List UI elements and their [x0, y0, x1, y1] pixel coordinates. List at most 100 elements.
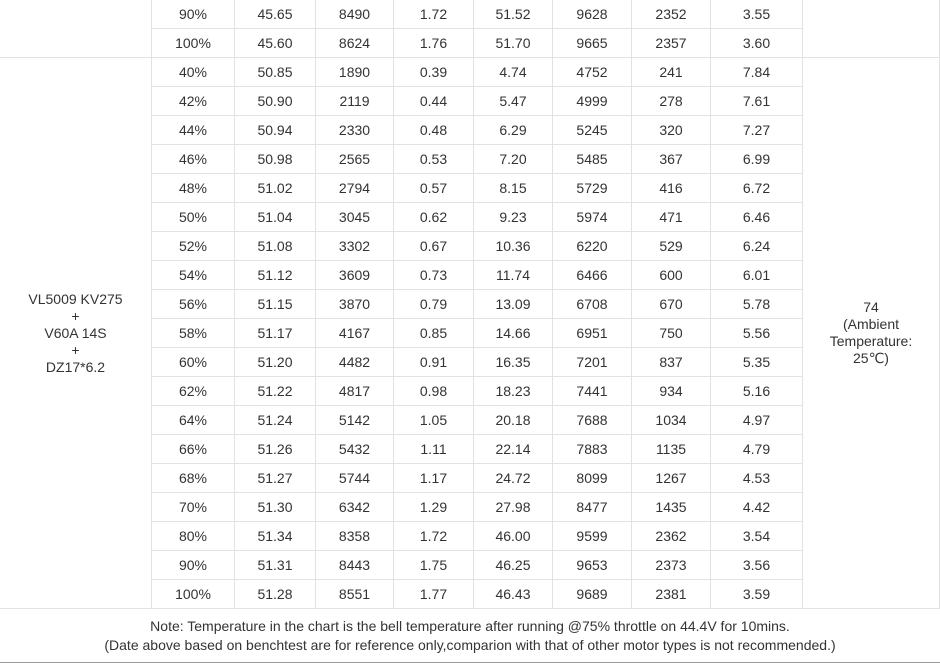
table-cell: 66% [152, 435, 235, 464]
table-cell: 1435 [632, 493, 711, 522]
footnote: Note: Temperature in the chart is the be… [0, 609, 940, 663]
table-cell: 750 [632, 319, 711, 348]
label-cell [0, 0, 152, 58]
table-cell: 0.67 [394, 232, 474, 261]
table-cell: 934 [632, 377, 711, 406]
table-cell: 5729 [553, 174, 632, 203]
table-cell: 8490 [316, 0, 394, 29]
table-cell: 60% [152, 348, 235, 377]
table-cell: 100% [152, 580, 235, 609]
table-cell: 8477 [553, 493, 632, 522]
table-cell: 22.14 [474, 435, 553, 464]
table-cell: 1.72 [394, 522, 474, 551]
table-cell: 9665 [553, 29, 632, 58]
table-cell: 51.24 [235, 406, 316, 435]
table-cell: 3.54 [711, 522, 803, 551]
table-cell: 1.11 [394, 435, 474, 464]
table-cell: 52% [152, 232, 235, 261]
table-cell: 11.74 [474, 261, 553, 290]
table-cell: 51.27 [235, 464, 316, 493]
table-cell: 8358 [316, 522, 394, 551]
table-cell: 7.20 [474, 145, 553, 174]
table-cell: 4.97 [711, 406, 803, 435]
table-cell: 5485 [553, 145, 632, 174]
note-line: Note: Temperature in the chart is the be… [150, 617, 790, 634]
table-cell: 3.56 [711, 551, 803, 580]
table-cell: 50.94 [235, 116, 316, 145]
table-cell: 6.29 [474, 116, 553, 145]
table-cell: 2362 [632, 522, 711, 551]
table-cell: 51.20 [235, 348, 316, 377]
table-cell: 8099 [553, 464, 632, 493]
table-cell: 7.61 [711, 87, 803, 116]
table-cell: 90% [152, 551, 235, 580]
table-cell: 56% [152, 290, 235, 319]
table-cell: 5.35 [711, 348, 803, 377]
table-cell: 9599 [553, 522, 632, 551]
table-cell: 9628 [553, 0, 632, 29]
text-line: 25℃) [853, 350, 889, 366]
table-cell: 1.17 [394, 464, 474, 493]
table-cell: 50% [152, 203, 235, 232]
table-cell: 0.73 [394, 261, 474, 290]
table-cell: 51.70 [474, 29, 553, 58]
table-cell: 14.66 [474, 319, 553, 348]
table-cell: 3.55 [711, 0, 803, 29]
text-line: VL5009 KV275 [28, 290, 123, 307]
table-cell: 4.79 [711, 435, 803, 464]
table-cell: 320 [632, 116, 711, 145]
table-cell: 51.26 [235, 435, 316, 464]
table-cell: 6342 [316, 493, 394, 522]
table-cell: 7688 [553, 406, 632, 435]
table-cell: 7.27 [711, 116, 803, 145]
table-cell: 4482 [316, 348, 394, 377]
table-cell: 5.78 [711, 290, 803, 319]
table-cell: 40% [152, 58, 235, 87]
table-cell: 24.72 [474, 464, 553, 493]
table-cell: 6.99 [711, 145, 803, 174]
table-cell: 600 [632, 261, 711, 290]
table-cell: 51.31 [235, 551, 316, 580]
table-cell: 51.30 [235, 493, 316, 522]
table-cell: 9.23 [474, 203, 553, 232]
text-line: (Ambient [842, 316, 900, 332]
table-cell: 58% [152, 319, 235, 348]
table-cell: 50.85 [235, 58, 316, 87]
table-cell: 90% [152, 0, 235, 29]
table-cell: 6.46 [711, 203, 803, 232]
table-cell: 8443 [316, 551, 394, 580]
table-cell: 7201 [553, 348, 632, 377]
table-cell: 1.72 [394, 0, 474, 29]
table-cell: 6220 [553, 232, 632, 261]
table-cell: 0.44 [394, 87, 474, 116]
table-cell: 5744 [316, 464, 394, 493]
table-cell: 16.35 [474, 348, 553, 377]
table-cell: 5.16 [711, 377, 803, 406]
table-cell: 0.48 [394, 116, 474, 145]
table-cell: 51.08 [235, 232, 316, 261]
table-cell: 471 [632, 203, 711, 232]
table-cell: 1.29 [394, 493, 474, 522]
table-cell: 2357 [632, 29, 711, 58]
table-cell: 5142 [316, 406, 394, 435]
text-line: 74 [863, 299, 879, 315]
table-cell: 6.01 [711, 261, 803, 290]
table-cell: 0.39 [394, 58, 474, 87]
table-cell: 51.28 [235, 580, 316, 609]
table-cell: 4817 [316, 377, 394, 406]
table-cell: 0.98 [394, 377, 474, 406]
table-cell: 62% [152, 377, 235, 406]
table-cell: 70% [152, 493, 235, 522]
table-cell: 1267 [632, 464, 711, 493]
table-cell: 7.84 [711, 58, 803, 87]
table-cell: 4999 [553, 87, 632, 116]
table-cell: 6708 [553, 290, 632, 319]
table-cell: 80% [152, 522, 235, 551]
table-cell: 3.60 [711, 29, 803, 58]
table-cell: 4167 [316, 319, 394, 348]
table-cell: 45.60 [235, 29, 316, 58]
table-cell: 4.74 [474, 58, 553, 87]
temperature-cell: 74 (Ambient Temperature: 25℃) [803, 58, 940, 609]
table-cell: 6466 [553, 261, 632, 290]
table-cell: 0.62 [394, 203, 474, 232]
